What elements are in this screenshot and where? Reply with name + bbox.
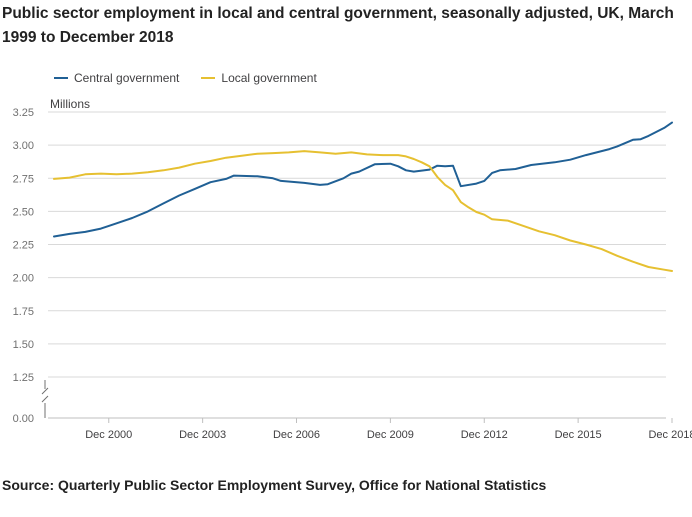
x-tick-label-dec-2018: Dec 2018 (648, 429, 692, 441)
y-tick-label-0.00: 0.00 (13, 413, 34, 425)
legend: Central government Local government (54, 70, 339, 86)
y-tick-label-1.25: 1.25 (13, 372, 34, 384)
legend-item-central[interactable]: Central government (54, 71, 179, 85)
y-tick-label-2.75: 2.75 (13, 173, 34, 185)
y-tick-label-3.25: 3.25 (13, 107, 34, 119)
axis-break-symbol (41, 387, 49, 403)
y-tick-label-1.75: 1.75 (13, 306, 34, 318)
x-tick-label-dec-2003: Dec 2003 (179, 429, 226, 441)
y-tick-label-2.00: 2.00 (13, 273, 34, 285)
y-tick-label-2.25: 2.25 (13, 240, 34, 252)
y-tick-label-3.00: 3.00 (13, 140, 34, 152)
series-line-local (53, 150, 673, 272)
legend-label-local: Local government (221, 71, 317, 85)
source-note: Source: Quarterly Public Sector Employme… (2, 477, 547, 493)
x-tick-label-dec-2012: Dec 2012 (461, 429, 508, 441)
legend-item-local[interactable]: Local government (201, 71, 317, 85)
legend-label-central: Central government (74, 71, 180, 85)
y-tick-label-1.50: 1.50 (13, 339, 34, 351)
axis-break-mask (43, 388, 49, 402)
x-tick-label-dec-2015: Dec 2015 (555, 429, 602, 441)
x-tick-label-dec-2009: Dec 2009 (367, 429, 414, 441)
x-tick-label-dec-2006: Dec 2006 (273, 429, 320, 441)
legend-swatch-central (54, 77, 68, 79)
y-axis-unit-label: Millions (50, 97, 91, 111)
x-tick-label-dec-2000: Dec 2000 (85, 429, 132, 441)
y-tick-label-2.50: 2.50 (13, 206, 34, 218)
chart-title: Public sector employment in local and ce… (2, 5, 674, 46)
legend-swatch-local (201, 77, 216, 79)
series-line-central (53, 121, 673, 238)
line-chart: 0.00 1.25 1.50 1.75 2.00 2.25 2.50 2.75 3.00 3.25… (13, 107, 692, 441)
